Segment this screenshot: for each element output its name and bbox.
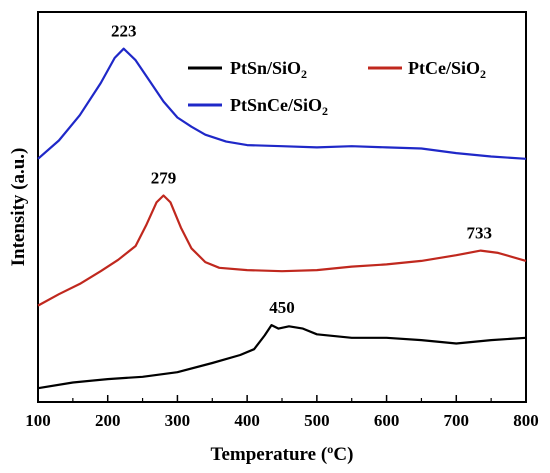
x-tick-label: 800: [513, 411, 539, 430]
peak-label-733: 733: [467, 224, 493, 243]
x-tick-label: 400: [234, 411, 260, 430]
x-tick-label: 300: [165, 411, 191, 430]
legend-label-ptsn: PtSn/SiO2: [230, 58, 307, 81]
series-line-ptsnce: [37, 47, 527, 160]
x-tick-label: 700: [444, 411, 470, 430]
x-axis-title: Temperature (ºC): [211, 444, 354, 465]
series-lines: [37, 47, 527, 390]
legend-label-ptsnce: PtSnCe/SiO2: [230, 95, 328, 118]
x-tick-label: 500: [304, 411, 330, 430]
legend-label-ptce: PtCe/SiO2: [408, 58, 486, 81]
x-tick-label: 200: [95, 411, 121, 430]
peak-annotations: 223 279 450 733: [111, 22, 492, 317]
peak-label-223: 223: [111, 22, 137, 41]
series-line-ptsn: [37, 324, 527, 390]
x-tick-label: 100: [25, 411, 51, 430]
series-line-ptce: [37, 194, 527, 307]
legend-item-ptsn: PtSn/SiO2: [188, 58, 307, 81]
x-tick-label: 600: [374, 411, 400, 430]
legend: PtSn/SiO2 PtCe/SiO2 PtSnCe/SiO2: [188, 58, 486, 118]
x-axis-ticks: 100 200 300 400 500 600 700 800: [25, 395, 539, 430]
legend-item-ptsnce: PtSnCe/SiO2: [188, 95, 328, 118]
legend-item-ptce: PtCe/SiO2: [368, 58, 486, 81]
y-axis-title: Intensity (a.u.): [8, 148, 29, 267]
peak-label-450: 450: [269, 298, 295, 317]
peak-label-279: 279: [151, 169, 177, 188]
